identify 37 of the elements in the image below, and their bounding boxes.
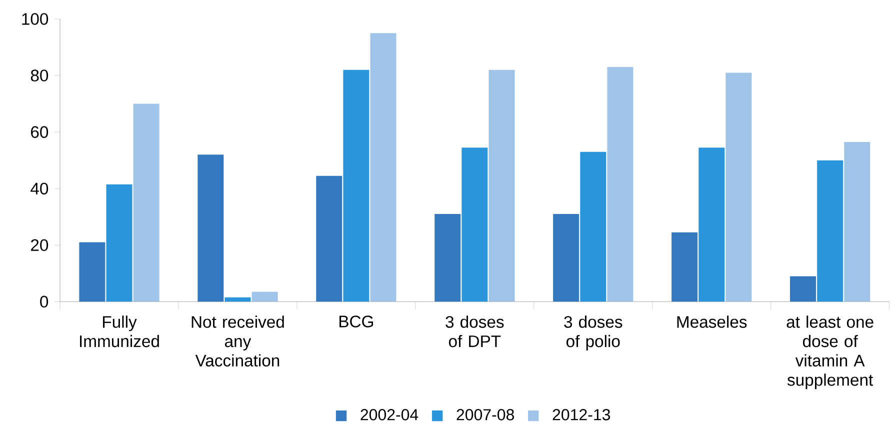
bar bbox=[316, 176, 342, 302]
legend-label: 2007-08 bbox=[456, 409, 514, 420]
bar bbox=[106, 184, 132, 302]
bar bbox=[672, 232, 698, 302]
y-tick-label: 80 bbox=[30, 70, 48, 82]
bar bbox=[790, 276, 816, 302]
x-tick-label: BCG bbox=[339, 316, 373, 328]
bar bbox=[252, 292, 278, 302]
x-tick-label: at least one dose of vitamin A supplement bbox=[786, 316, 874, 390]
bar bbox=[488, 70, 515, 302]
x-tick-label: Not received any Vaccination bbox=[192, 316, 284, 367]
bar bbox=[844, 142, 870, 302]
x-tick-label: 3 doses of DPT bbox=[446, 316, 504, 348]
x-tick-label: Measeles bbox=[677, 316, 747, 328]
y-tick-label: 100 bbox=[22, 13, 48, 25]
y-tick-label: 40 bbox=[30, 182, 48, 194]
bar bbox=[553, 214, 580, 302]
y-tick-label: 20 bbox=[31, 239, 48, 252]
y-tick-label: 0 bbox=[40, 296, 48, 308]
y-tick-label: 60 bbox=[31, 126, 48, 138]
bar bbox=[370, 33, 396, 302]
bar bbox=[79, 242, 106, 302]
bar bbox=[343, 70, 370, 302]
legend-label: 2002-04 bbox=[360, 409, 418, 420]
legend-label: 2012-13 bbox=[552, 409, 610, 420]
x-tick-label: Fully Immunized bbox=[80, 316, 159, 348]
bar bbox=[580, 152, 606, 302]
bar bbox=[434, 214, 461, 302]
bar bbox=[224, 297, 251, 302]
bar bbox=[698, 148, 725, 302]
bar bbox=[133, 104, 160, 302]
bar bbox=[817, 160, 844, 302]
bar bbox=[198, 154, 224, 302]
x-tick-label: 3 doses of polio bbox=[564, 316, 622, 350]
bar bbox=[607, 67, 634, 302]
bar bbox=[462, 148, 488, 302]
bar bbox=[726, 72, 752, 302]
